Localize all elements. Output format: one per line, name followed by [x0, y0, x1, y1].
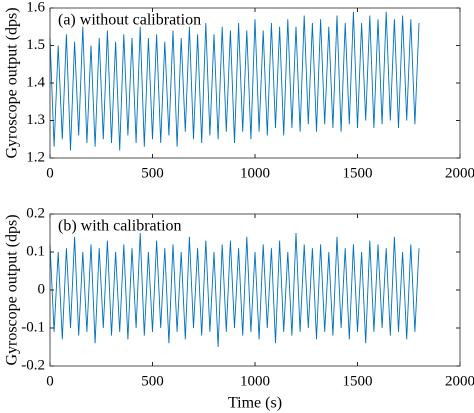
y-tick-label: 1.4 — [26, 74, 45, 90]
x-tick-label: 500 — [141, 165, 164, 181]
data-line — [49, 232, 420, 348]
y-tick-label: 1.5 — [26, 37, 45, 53]
annotation: (a) without calibration — [58, 12, 201, 29]
x-tick-label: 1000 — [240, 165, 270, 181]
y-tick-label: -0.2 — [21, 357, 45, 373]
x-tick-label: 2000 — [445, 165, 474, 181]
x-tick-label: 1500 — [343, 373, 373, 389]
y-tick-label: 0 — [38, 281, 46, 297]
x-tick-label: 1000 — [240, 373, 270, 389]
y-tick-label: -0.1 — [21, 319, 45, 335]
y-tick-label: 1.3 — [26, 112, 45, 128]
y-tick-label: 0.1 — [26, 243, 45, 259]
data-line — [49, 11, 420, 151]
x-tick-label: 0 — [46, 165, 54, 181]
x-tick-label: 500 — [141, 373, 164, 389]
y-tick-label: 1.2 — [26, 149, 45, 165]
x-axis-label: Time (s) — [228, 395, 282, 412]
axes-box — [49, 213, 461, 367]
annotation: (b) with calibration — [58, 218, 182, 235]
x-tick-label: 0 — [46, 373, 54, 389]
y-tick-label: 1.6 — [26, 0, 45, 15]
y-axis-label: Gyroscope output (dps) — [4, 214, 21, 365]
y-axis-label: Gyroscope output (dps) — [4, 7, 21, 158]
y-tick-label: 0.2 — [26, 205, 45, 221]
x-tick-label: 2000 — [445, 373, 474, 389]
x-tick-label: 1500 — [343, 165, 373, 181]
